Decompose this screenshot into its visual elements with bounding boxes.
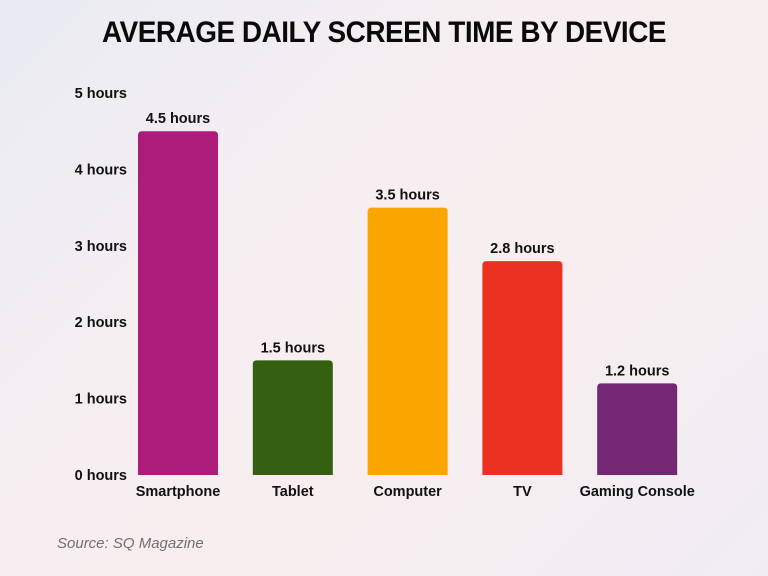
bar-tablet [252, 360, 333, 475]
chart-title: AVERAGE DAILY SCREEN TIME BY DEVICE [101, 16, 667, 49]
source-note: Source: SQ Magazine [57, 535, 204, 552]
y-tick-label: 3 hours [75, 239, 127, 255]
bar-gaming-console [597, 383, 678, 475]
y-tick-label: 1 hours [75, 392, 127, 408]
bar-computer [367, 207, 448, 475]
y-tick-label: 0 hours [75, 468, 127, 484]
data-label: 1.2 hours [605, 363, 669, 379]
x-tick-label: Tablet [272, 484, 314, 500]
x-tick-label: TV [513, 484, 532, 500]
x-tick-label: Gaming Console [580, 484, 695, 500]
x-tick-label: Computer [373, 484, 442, 500]
data-label: 2.8 hours [490, 241, 554, 257]
x-tick-label: Smartphone [136, 484, 221, 500]
data-label: 1.5 hours [261, 340, 325, 356]
data-label: 4.5 hours [146, 111, 210, 127]
y-tick-label: 4 hours [75, 162, 127, 178]
y-tick-label: 2 hours [75, 315, 127, 331]
y-tick-label: 5 hours [75, 86, 127, 102]
data-label: 3.5 hours [375, 188, 439, 204]
bar-tv [482, 261, 563, 475]
bar-smartphone [138, 131, 218, 475]
